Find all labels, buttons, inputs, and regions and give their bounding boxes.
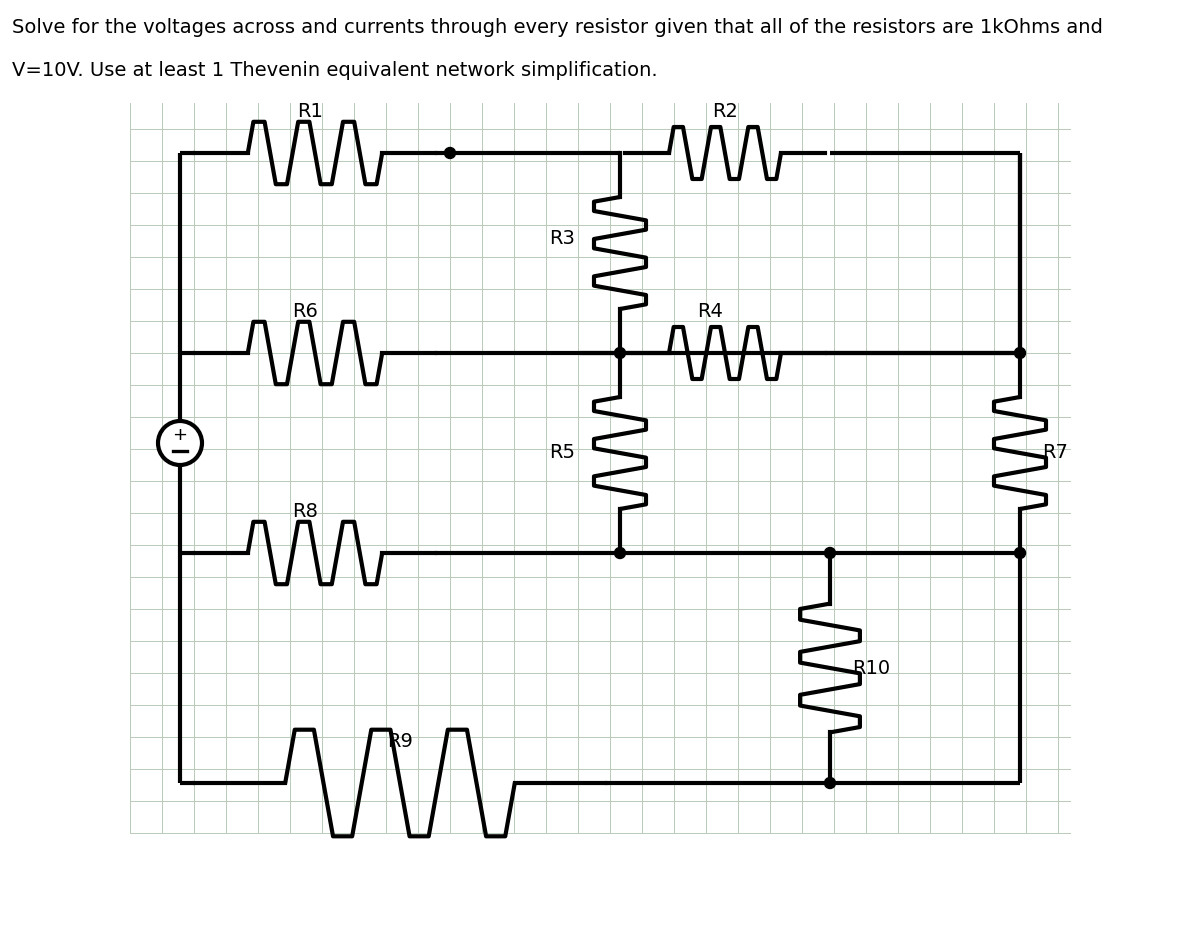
Text: R5: R5	[550, 443, 575, 463]
Circle shape	[1014, 347, 1026, 358]
Text: Solve for the voltages across and currents through every resistor given that all: Solve for the voltages across and curren…	[12, 18, 1103, 37]
Text: R4: R4	[697, 302, 722, 321]
Text: R3: R3	[550, 229, 575, 247]
Circle shape	[824, 548, 835, 559]
Circle shape	[614, 347, 625, 358]
Text: R7: R7	[1042, 443, 1068, 463]
Circle shape	[444, 147, 456, 159]
Circle shape	[614, 548, 625, 559]
Text: R8: R8	[292, 502, 318, 521]
Circle shape	[158, 421, 202, 465]
Text: V=10V. Use at least 1 Thevenin equivalent network simplification.: V=10V. Use at least 1 Thevenin equivalen…	[12, 61, 658, 80]
Circle shape	[1014, 548, 1026, 559]
Text: R6: R6	[292, 302, 318, 321]
Text: R2: R2	[712, 102, 738, 121]
Text: +: +	[173, 425, 187, 443]
Text: R10: R10	[852, 659, 890, 677]
Text: R1: R1	[298, 102, 323, 121]
Circle shape	[824, 777, 835, 788]
Text: R9: R9	[388, 732, 413, 751]
